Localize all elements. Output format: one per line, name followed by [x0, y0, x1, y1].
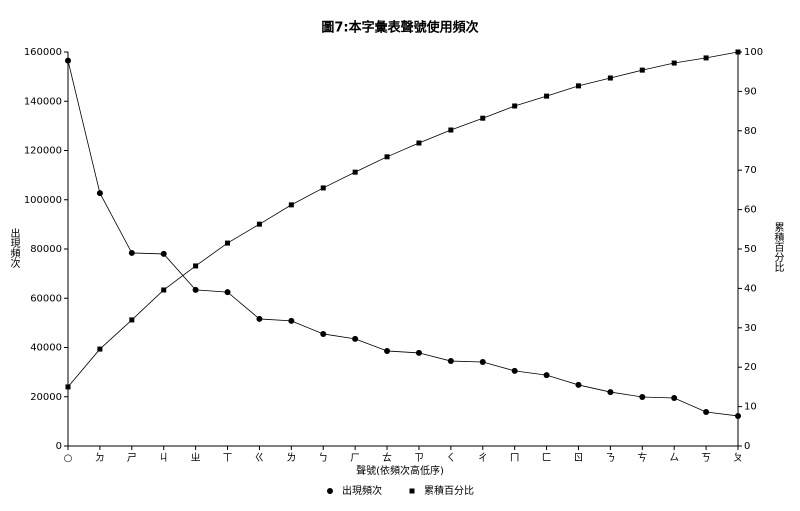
y2-tick-label: 70: [744, 165, 757, 176]
x-tick-label: ㄘ: [637, 451, 647, 464]
x-tick-label: ○: [64, 453, 73, 464]
x-tick-label: ㄉ: [95, 452, 105, 464]
point: [288, 202, 294, 208]
point: [544, 93, 550, 99]
point: [320, 330, 327, 337]
x-tick-label: ㄗ: [414, 453, 424, 464]
point: [512, 103, 518, 109]
point: [480, 115, 486, 121]
point: [225, 240, 231, 246]
point: [639, 393, 646, 400]
y-tick-label: 20000: [30, 392, 62, 403]
point: [128, 249, 135, 256]
x-tick-label: ㄔ: [478, 452, 488, 464]
y2-tick-label: 80: [744, 126, 757, 137]
point: [448, 127, 454, 133]
y2-tick-label: 20: [744, 362, 757, 373]
point: [161, 287, 167, 293]
y2-tick-label: 0: [744, 441, 750, 452]
series-line: [67, 60, 739, 417]
point: [352, 169, 358, 175]
point: [256, 315, 263, 322]
point: [193, 263, 199, 269]
point: [384, 347, 391, 354]
x-tick-label: ㄏ: [350, 453, 360, 464]
x-tick-label: ㄒ: [223, 453, 233, 464]
point: [224, 289, 231, 296]
y-tick-label: 0: [56, 441, 62, 452]
point: [575, 83, 581, 89]
y-tick-label: 40000: [30, 343, 62, 354]
x-tick-label: ㄆ: [733, 452, 743, 464]
y2-tick-label: 100: [744, 47, 763, 58]
point: [416, 140, 422, 146]
legend-marker: [409, 488, 415, 494]
point: [479, 359, 486, 366]
point: [288, 317, 295, 324]
point: [384, 154, 390, 160]
point: [129, 317, 135, 323]
x-tick-label: ㄙ: [669, 452, 679, 464]
point: [735, 412, 741, 419]
point: [511, 367, 518, 374]
point: [671, 60, 677, 66]
y-axis-label: 出現頻次: [8, 227, 20, 269]
y2-tick-label: 40: [744, 283, 757, 294]
point: [575, 381, 582, 388]
series-line: [67, 51, 739, 388]
y2-axis-label: 累積百分比: [772, 222, 784, 272]
point: [671, 394, 678, 401]
x-tick-label: ㄖ: [573, 453, 583, 464]
x-tick-label: ㄇ: [510, 453, 520, 464]
point: [543, 372, 550, 379]
chart-title: 圖7:本字彙表聲號使用頻次: [321, 20, 478, 36]
y2-tick-label: 50: [744, 244, 757, 255]
point: [160, 250, 167, 257]
x-tick-label: ㄓ: [191, 452, 201, 464]
y-tick-label: 140000: [24, 96, 62, 107]
y-tick-label: 80000: [30, 244, 62, 255]
x-tick-label: ㄑ: [446, 453, 456, 464]
x-tick-label: ㄋ: [605, 452, 615, 464]
x-axis-label: 聲號(依頻次高低序): [356, 464, 444, 477]
y-tick-label: 160000: [24, 47, 62, 58]
point: [96, 190, 103, 197]
x-tick-label: ㄕ: [127, 453, 137, 464]
point: [320, 185, 326, 191]
y-tick-label: 60000: [30, 293, 62, 304]
y2-tick-label: 30: [744, 323, 757, 334]
point: [65, 384, 71, 390]
y2-tick-label: 60: [744, 205, 757, 216]
point: [607, 75, 613, 81]
y-tick-label: 100000: [24, 195, 62, 206]
point: [352, 335, 359, 342]
point: [97, 346, 103, 352]
point: [607, 389, 614, 396]
x-tick-label: ㄌ: [286, 452, 296, 464]
x-tick-label: ㄍ: [254, 453, 264, 464]
x-tick-label: ㄅ: [318, 452, 328, 464]
x-tick-label: ㄈ: [542, 453, 552, 464]
legend-label: 出現頻次: [342, 484, 382, 497]
x-tick-label: ㄐ: [159, 453, 169, 464]
point: [703, 409, 710, 416]
legend-marker: [327, 488, 333, 494]
point: [735, 49, 741, 55]
point: [192, 286, 199, 293]
point: [703, 55, 709, 61]
legend-label: 累積百分比: [424, 484, 474, 497]
point: [256, 221, 262, 227]
point: [639, 67, 645, 73]
x-tick-label: ㄎ: [701, 453, 711, 464]
point: [415, 349, 422, 356]
y2-tick-label: 10: [744, 402, 757, 413]
x-tick-label: ㄊ: [382, 452, 392, 464]
y2-tick-label: 90: [744, 86, 757, 97]
y-tick-label: 120000: [24, 146, 62, 157]
point: [447, 358, 454, 365]
point: [65, 57, 71, 64]
